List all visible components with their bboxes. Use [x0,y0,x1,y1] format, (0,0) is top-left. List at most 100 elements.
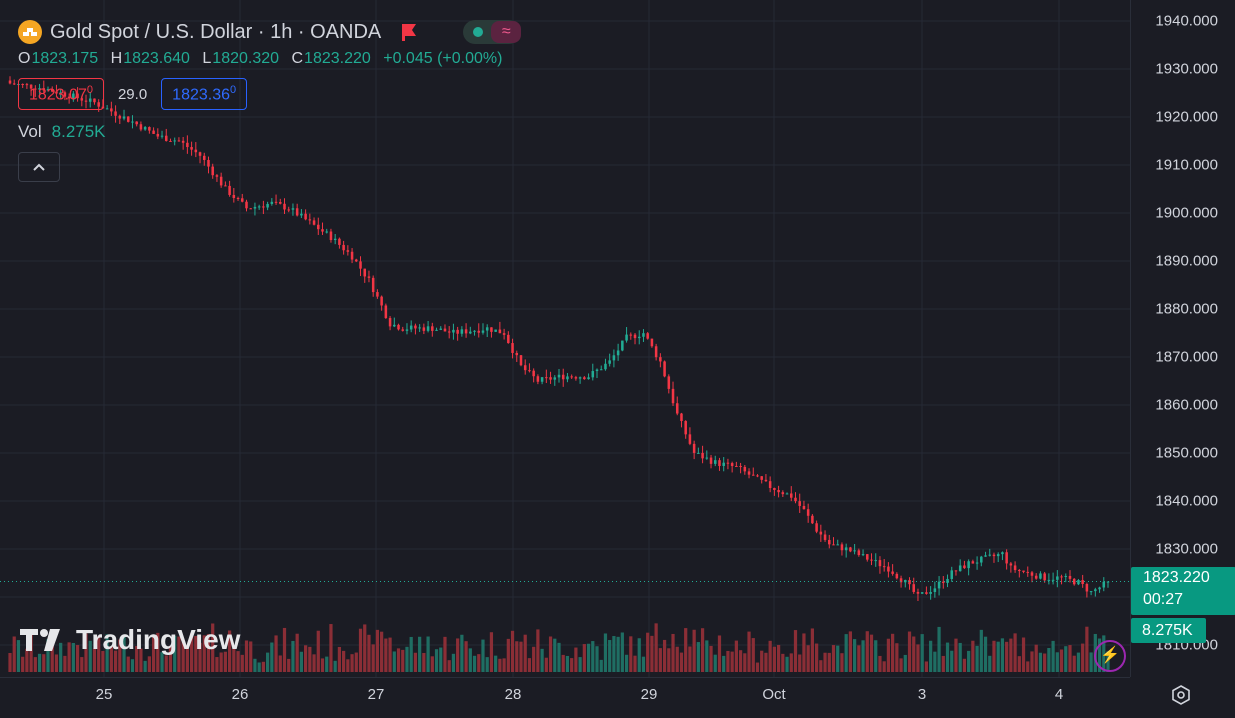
candle [236,197,240,199]
volume-bar [941,655,945,672]
volume-bar [37,653,42,672]
ohlc-values: O1823.175 H1823.640 L1820.320 C1823.220 … [18,50,521,72]
volume-bar [1055,652,1059,672]
candle [224,185,227,187]
market-open-dot-icon [473,27,484,37]
candle [760,476,763,480]
volume-bar [624,654,629,672]
volume-bar [789,653,793,672]
volume-bar [1034,644,1038,672]
candle [67,96,71,99]
candle [8,80,12,84]
volume-bar [603,633,608,672]
candle [849,547,852,552]
candle [215,175,219,177]
price-tick: 1870.000 [1155,348,1218,366]
volume-bar [967,650,971,672]
candle [262,206,265,208]
volume-bar [358,628,363,672]
volume-bar [679,652,684,672]
tradingview-logo-icon [20,629,60,651]
plot-area[interactable]: Gold Spot / U.S. Dollar · 1h · OANDA ≈ O… [0,0,1130,677]
candle [798,501,801,506]
volume-bar [992,640,996,672]
candle [857,550,861,556]
buy-button[interactable]: 1823.360 [161,77,248,111]
volume-bar [308,646,312,672]
volume-bar [738,650,743,672]
volume-bar [177,636,181,672]
volume-bar [206,634,211,672]
lightning-icon[interactable]: ⚡ [1094,640,1126,672]
buy-sup: 0 [230,83,237,96]
candle [473,330,476,332]
candle [1077,580,1080,585]
candle [861,554,865,556]
volume-bar [983,636,988,672]
volume-bar [570,658,574,672]
sell-button[interactable]: 1823.070 [18,77,104,111]
candle [697,452,700,454]
candle [139,124,143,130]
candle [376,292,379,297]
candle [874,560,877,562]
volume-bar [46,639,50,672]
collapse-button[interactable] [18,152,60,182]
candle [160,135,164,137]
market-status[interactable]: ≈ [463,20,522,44]
volume-bar [865,631,869,672]
candle [329,231,333,241]
candle [177,140,181,142]
buy-price: 1823.36 [172,86,231,104]
volume-bar [405,646,409,672]
chevron-up-icon [33,163,45,171]
candle [992,554,996,557]
candle [680,413,683,422]
volume-bar [122,636,126,672]
candle [1018,570,1021,572]
volume-bar [713,654,717,672]
volume-bar [595,646,599,672]
volume-bar [540,648,544,672]
candle [338,238,341,245]
candle [1001,552,1004,555]
volume-bar [160,652,164,672]
candle [443,328,447,332]
candle [350,251,354,260]
low-label: L [202,50,212,67]
volume-bar [236,651,240,672]
volume-bar [80,657,84,672]
volume-bar [371,644,375,672]
candle [528,370,531,372]
volume-bar [768,640,772,672]
volume-bar [591,641,595,672]
candle [114,111,117,116]
volume-bar [700,628,705,672]
volume-bar [105,634,109,672]
volume-bar [270,642,274,672]
candle [570,376,573,378]
candle [42,88,46,91]
volume-bar [548,636,553,672]
volume-bar [84,633,88,672]
candle [110,108,113,112]
volume-bar [937,626,941,672]
flag-icon[interactable] [399,22,419,42]
candle [34,88,37,90]
candle [819,531,823,535]
volume-bar [696,642,700,672]
candle [963,565,966,569]
volume-bar [63,655,67,672]
gear-icon[interactable] [1170,684,1192,706]
candle [806,509,810,516]
volume-bar [8,653,12,672]
candle [895,573,899,579]
symbol-title[interactable]: Gold Spot / U.S. Dollar · 1h · OANDA [50,20,382,43]
candle [975,562,979,564]
candle [751,474,755,476]
tradingview-watermark: TradingView [20,624,240,656]
candle [621,340,624,351]
candle [317,224,320,230]
candle [654,346,658,358]
time-axis[interactable]: 25 26 27 28 29 Oct 3 4 [0,677,1130,718]
